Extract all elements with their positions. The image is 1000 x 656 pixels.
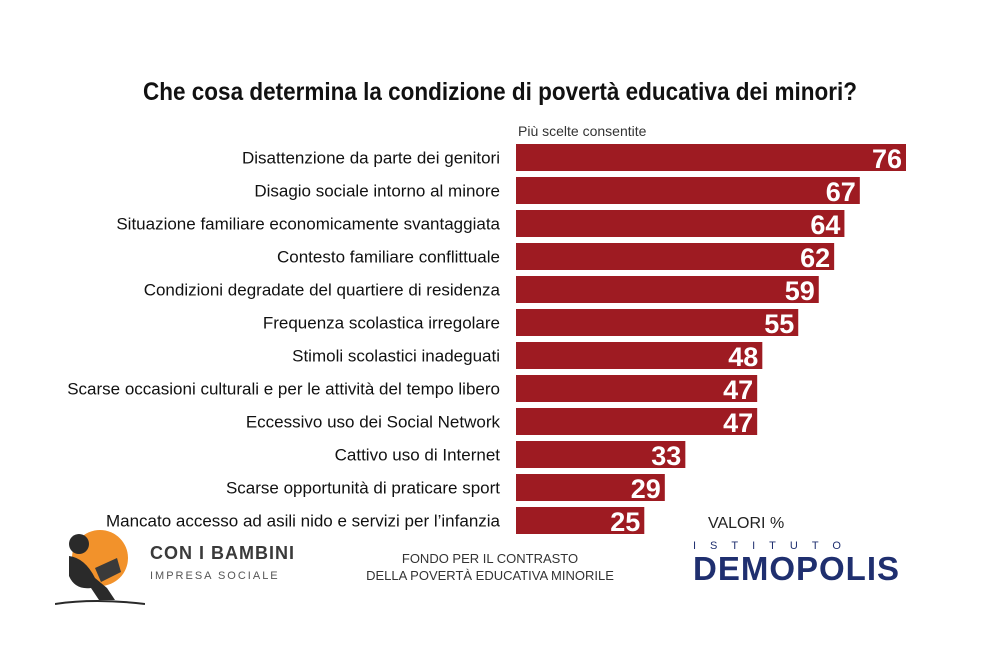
category-label: Mancato accesso ad asili nido e servizi … (106, 512, 501, 531)
value-label: 76 (872, 144, 902, 174)
category-label: Eccessivo uso dei Social Network (246, 413, 501, 432)
demopolis-logo: DEMOPOLIS (693, 550, 901, 587)
category-label: Scarse opportunità di praticare sport (226, 479, 500, 498)
category-label: Condizioni degradate del quartiere di re… (144, 281, 501, 300)
category-label: Contesto familiare conflittuale (277, 248, 500, 267)
category-label: Stimoli scolastici inadeguati (292, 347, 500, 366)
category-label: Situazione familiare economicamente svan… (116, 215, 500, 234)
value-label: 64 (810, 210, 840, 240)
bar (516, 177, 860, 204)
value-label: 59 (785, 276, 815, 306)
value-label: 55 (764, 309, 794, 339)
chart-note: Più scelte consentite (518, 123, 647, 139)
logo-name: CON I BAMBINI (150, 543, 295, 563)
chart-title: Che cosa determina la condizione di pove… (143, 78, 857, 106)
category-label: Disagio sociale intorno al minore (254, 182, 500, 201)
category-label: Disattenzione da parte dei genitori (242, 149, 500, 168)
child-reading-icon (54, 530, 146, 605)
bar (516, 474, 665, 501)
value-label: 29 (631, 474, 661, 504)
value-label: 47 (723, 375, 753, 405)
bar (516, 507, 645, 534)
value-label: 48 (728, 342, 758, 372)
logo-subtitle: IMPRESA SOCIALE (150, 570, 280, 582)
value-label: 47 (723, 408, 753, 438)
bar (516, 210, 845, 237)
value-label: 33 (651, 441, 681, 471)
bar (516, 309, 799, 336)
units-label: VALORI % (708, 515, 785, 532)
fund-caption-line-2: DELLA POVERTÀ EDUCATIVA MINORILE (366, 568, 614, 583)
fund-caption-line-1: FONDO PER IL CONTRASTO (401, 551, 579, 566)
fund-caption: FONDO PER IL CONTRASTO DELLA POVERTÀ EDU… (340, 550, 640, 584)
bar (516, 276, 819, 303)
institute-label: ISTITUTO (693, 540, 855, 552)
bar (516, 243, 835, 270)
category-label: Cattivo uso di Internet (335, 446, 501, 465)
bar (516, 375, 758, 402)
category-label: Frequenza scolastica irregolare (263, 314, 500, 333)
bar (516, 408, 758, 435)
bar (516, 342, 763, 369)
value-label: 67 (826, 177, 856, 207)
category-label: Scarse occasioni culturali e per le atti… (67, 380, 500, 399)
value-label: 62 (800, 243, 830, 273)
bar (516, 441, 686, 468)
value-label: 25 (610, 507, 640, 537)
bar (516, 144, 906, 171)
con-i-bambini-logo (54, 528, 146, 613)
